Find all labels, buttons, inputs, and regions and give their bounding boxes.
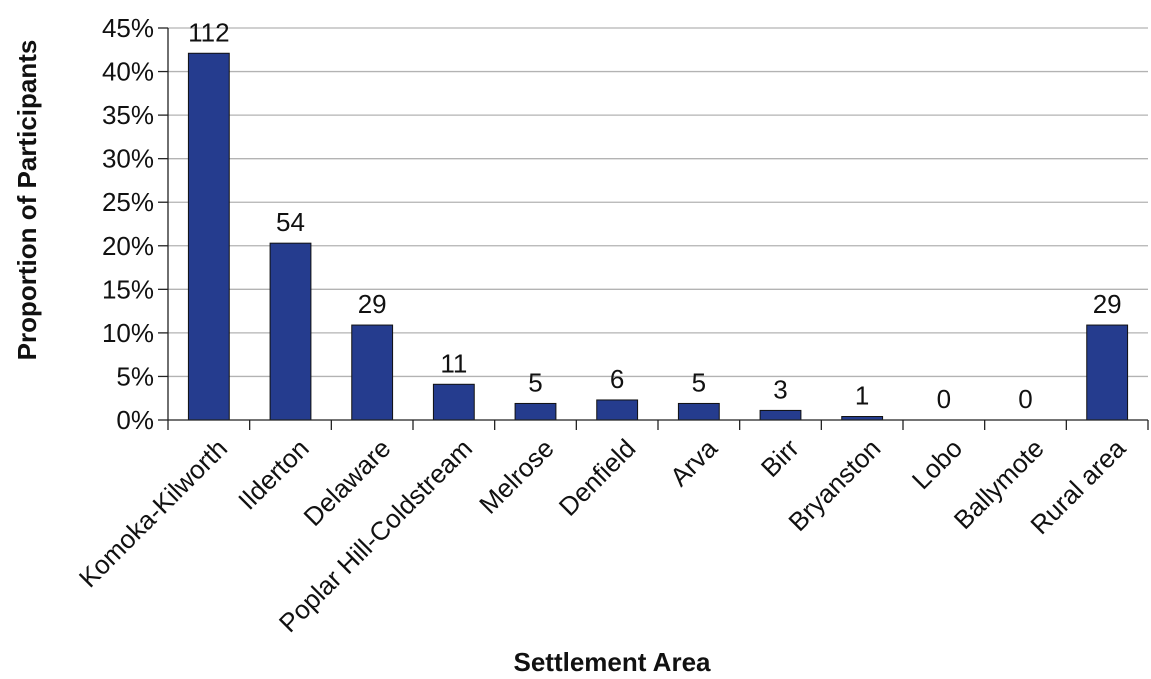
data-label: 6 <box>610 364 624 394</box>
bar <box>187 52 230 421</box>
x-tick-label: Denfield <box>553 433 642 522</box>
y-axis-ticks: 0% 5% 10% 15% 20% 25% 30% 35% 40% 45% <box>102 13 168 435</box>
y-tick-label: 45% <box>102 13 154 43</box>
y-tick-label: 40% <box>102 57 154 87</box>
bar <box>677 402 720 421</box>
data-label: 5 <box>528 367 542 397</box>
x-tick-label: Melrose <box>473 433 560 520</box>
data-label: 54 <box>276 207 305 237</box>
bar <box>759 409 802 421</box>
data-label: 5 <box>692 367 706 397</box>
data-label: 112 <box>188 17 229 47</box>
x-tick-label: Birr <box>755 433 805 483</box>
gridlines <box>168 27 1148 378</box>
y-tick-label: 25% <box>102 187 154 217</box>
data-label: 0 <box>1018 384 1032 414</box>
bar <box>432 383 475 421</box>
data-label: 11 <box>440 348 467 378</box>
bar <box>514 402 557 421</box>
bars <box>187 52 1129 421</box>
y-tick-label: 20% <box>102 231 154 261</box>
bar <box>1086 324 1129 421</box>
data-label: 1 <box>855 381 869 411</box>
y-tick-label: 0% <box>116 405 154 435</box>
x-tick-label: Lobo <box>906 433 968 495</box>
data-label: 29 <box>358 289 387 319</box>
y-tick-label: 30% <box>102 144 154 174</box>
y-tick-label: 15% <box>102 274 154 304</box>
x-tick-label: Komoka-Kilworth <box>73 433 233 593</box>
y-tick-label: 10% <box>102 318 154 348</box>
x-axis-title: Settlement Area <box>514 647 712 677</box>
x-tick-label: Arva <box>664 433 723 492</box>
y-tick-label: 35% <box>102 100 154 130</box>
y-axis-title: Proportion of Participants <box>12 40 42 361</box>
data-label: 3 <box>773 374 787 404</box>
data-labels: 112 54 29 11 5 6 5 3 1 0 0 29 <box>188 17 1122 414</box>
y-tick-label: 5% <box>116 361 154 391</box>
data-label: 0 <box>937 384 951 414</box>
x-tick-label: Ilderton <box>232 433 315 516</box>
data-label: 29 <box>1093 289 1122 319</box>
bar <box>269 242 312 421</box>
bar <box>596 399 639 421</box>
bar <box>351 324 394 421</box>
axes <box>167 28 1148 421</box>
